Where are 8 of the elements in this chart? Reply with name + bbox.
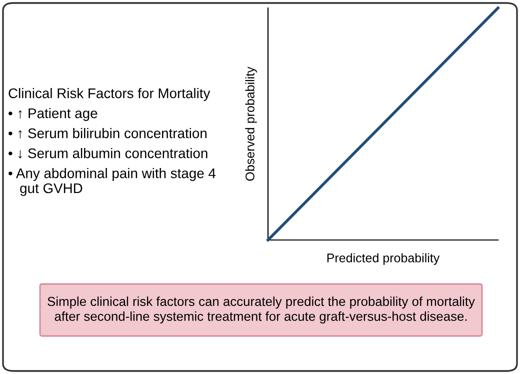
annotation: • ↑ Serum bilirubin concentration [8, 128, 206, 138]
x-axis-title: Predicted probability [327, 253, 440, 265]
y-axis-title: Observed probability [245, 66, 257, 181]
text: • ↑ Patient age [8, 108, 98, 121]
annotation: • Any abdominal pain with stage 4 gut GVHD [8, 168, 216, 196]
annotation: • ↓ Serum albumin concentration [8, 148, 208, 158]
text: Simple clinical risk factors can accurately predict the probability of mortality after second-line systemic treatment for acute graft-versus-host disease. [48, 296, 475, 324]
annotation: Clinical Risk Factors for Mortality [8, 88, 210, 101]
